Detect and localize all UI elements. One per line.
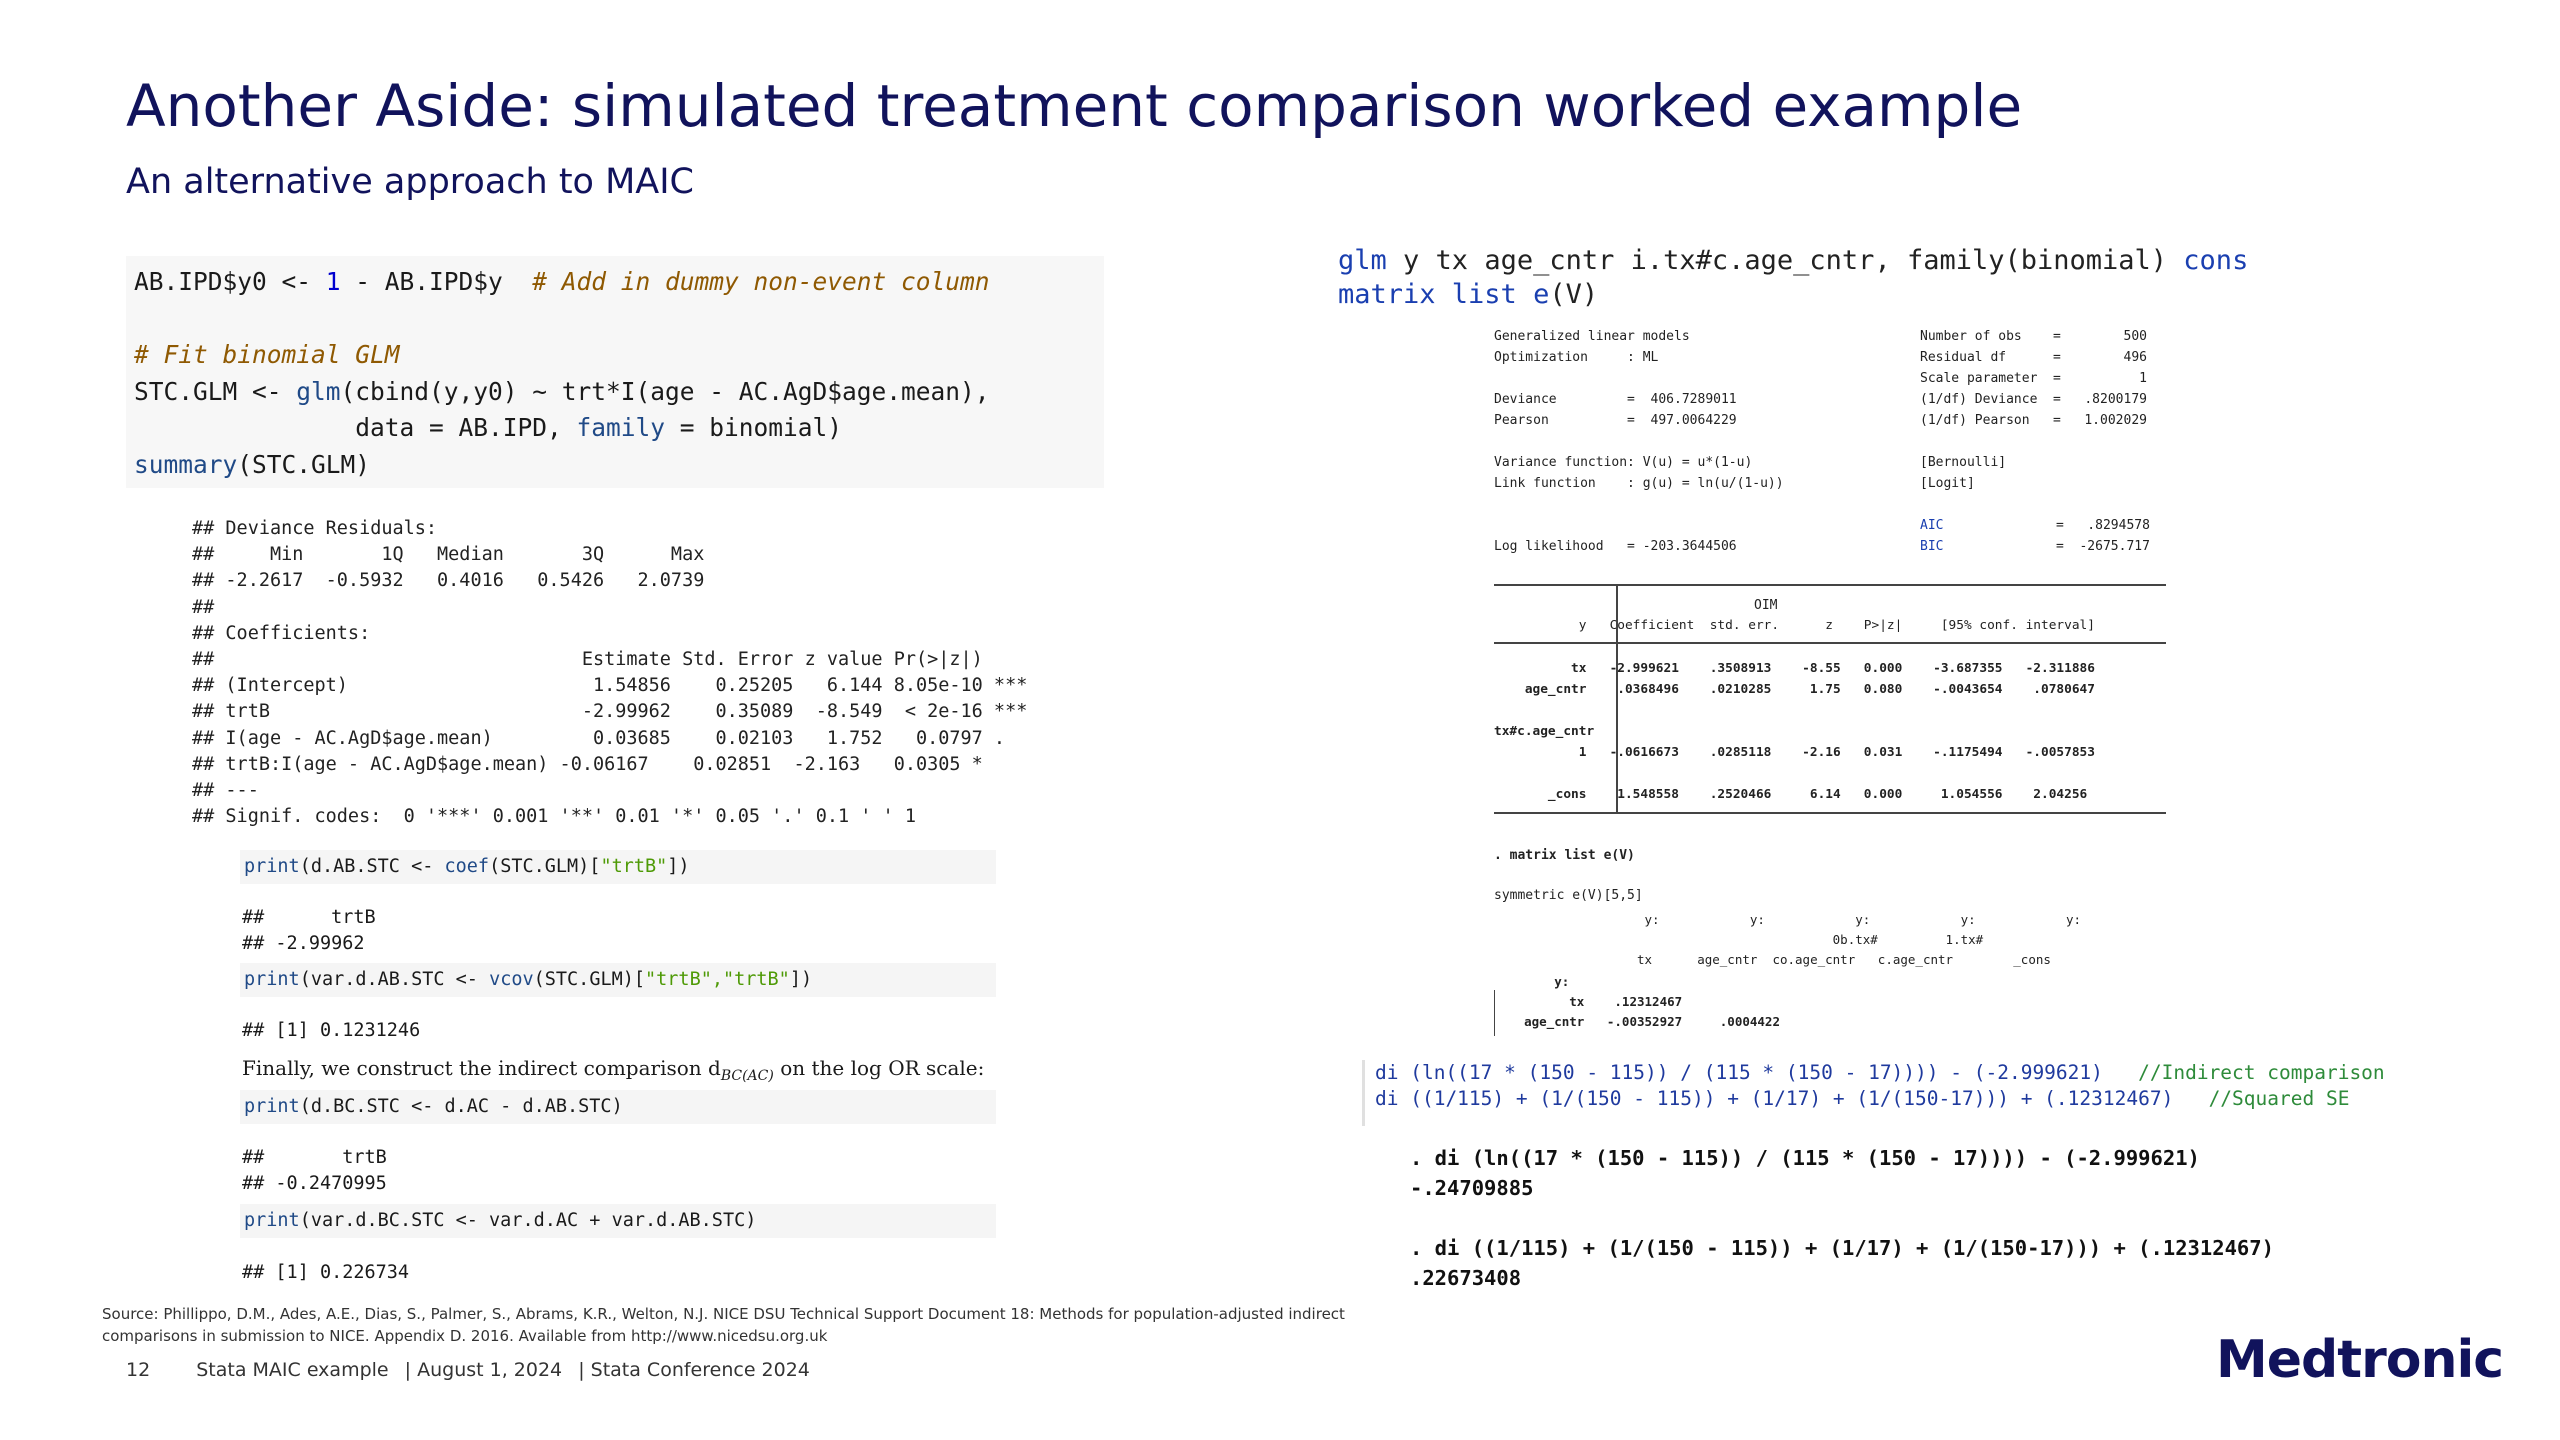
r-code-var: print(var.d.BC.STC <- var.d.AC + var.d.A… — [240, 1204, 996, 1238]
source-citation: Source: Phillippo, D.M., Ades, A.E., Dia… — [102, 1303, 1362, 1347]
medtronic-logo: Medtronic — [2216, 1330, 2504, 1390]
slide-title: Another Aside: simulated treatment compa… — [126, 72, 2023, 140]
footer-title: Stata MAIC example — [196, 1359, 389, 1381]
slide-footer: 12 Stata MAIC example | August 1, 2024 |… — [126, 1359, 850, 1381]
footer-date: | August 1, 2024 — [404, 1359, 563, 1381]
stata-di-output: . di (ln((17 * (150 - 115)) / (115 * (15… — [1410, 1146, 2274, 1290]
r-output-coef: ## trtB ## -2.99962 — [242, 907, 376, 954]
table-vertical-rule — [1616, 584, 1618, 814]
matrix-rows: y: tx .12312467 age_cntr -.00352927 .000… — [1524, 974, 1780, 1029]
r-code-text: AB.IPD$y0 <- 1 - AB.IPD$y # Add in dummy… — [134, 267, 990, 479]
matrix-command: . matrix list e(V) — [1494, 848, 1635, 863]
stata-code-block: glm y tx age_cntr i.tx#c.age_cntr, famil… — [1338, 245, 2249, 310]
r-summary-output: ## Deviance Residuals: ## Min 1Q Median … — [192, 518, 1028, 828]
source-line-2: comparisons in submission to NICE. Appen… — [102, 1327, 828, 1345]
matrix-symmetric: symmetric e(V)[5,5] — [1494, 888, 1643, 903]
r-output-vcov: ## [1] 0.1231246 — [242, 1020, 421, 1041]
table-top-rule — [1494, 584, 2166, 586]
matrix-left-rule — [1494, 990, 1495, 1036]
page-number: 12 — [126, 1359, 151, 1381]
table-bottom-rule — [1494, 812, 2166, 814]
aic-bic-values: = .8294578 = -2675.717 — [2056, 518, 2150, 554]
stata-di-commands: di (ln((17 * (150 - 115)) / (115 * (150 … — [1362, 1060, 2435, 1126]
r-code-dbc: print(d.BC.STC <- d.AC - d.AB.STC) — [240, 1090, 996, 1124]
r-code-vcov: print(var.d.AB.STC <- vcov(STC.GLM)["trt… — [240, 963, 996, 997]
glm-header-left: Generalized linear models Optimization :… — [1494, 329, 1784, 554]
matrix-header: y: y: y: y: y: 0b.tx# 1.tx# tx age_cntr … — [1636, 912, 2081, 967]
r-code-coef: print(d.AB.STC <- coef(STC.GLM)["trtB"]) — [240, 850, 996, 884]
table-body: tx -2.999621 .3508913 -8.55 0.000 -3.687… — [1494, 661, 2095, 802]
table-header: y Coefficient std. err. z P>|z| [95% con… — [1494, 618, 2095, 633]
r-code-block: AB.IPD$y0 <- 1 - AB.IPD$y # Add in dummy… — [126, 256, 1104, 488]
r-output-var: ## [1] 0.226734 — [242, 1262, 410, 1283]
glm-header-right: Number of obs = 500 Residual df = 496 Sc… — [1920, 329, 2147, 491]
aic-bic-labels: AIC BIC — [1920, 518, 1944, 554]
table-header-rule — [1494, 642, 2166, 644]
slide-subtitle: An alternative approach to MAIC — [126, 162, 694, 202]
finally-text: Finally, we construct the indirect compa… — [242, 1056, 985, 1084]
table-header-oim: OIM — [1754, 598, 1778, 613]
source-line-1: Source: Phillippo, D.M., Ades, A.E., Dia… — [102, 1305, 1345, 1323]
r-output-dbc: ## trtB ## -0.2470995 — [242, 1147, 387, 1194]
footer-conference: | Stata Conference 2024 — [578, 1359, 810, 1381]
